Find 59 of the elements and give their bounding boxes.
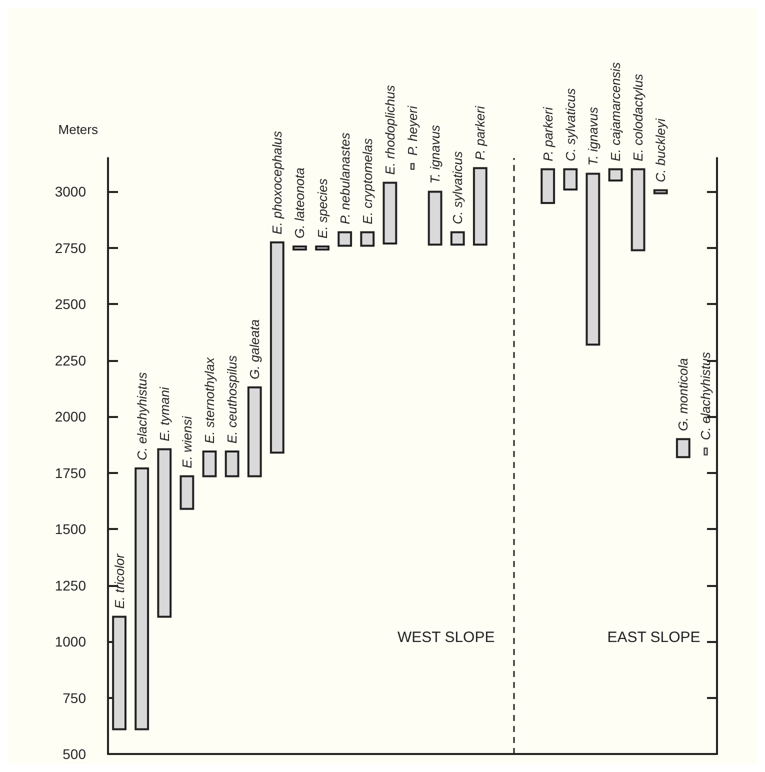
bar: [247, 386, 262, 478]
y-axis-title: Meters: [58, 122, 98, 137]
x-tick-label: P. nebulanastes: [337, 132, 352, 224]
x-tick-label: E. tymani: [156, 386, 172, 442]
x-tick-label: E. tricolor: [112, 553, 127, 609]
x-tick-label: C. sylvaticus: [450, 150, 466, 224]
y-tick-label: 3000: [54, 184, 86, 200]
x-tick-label: G. lateonota: [292, 168, 308, 238]
bar: [382, 182, 398, 244]
bar: [563, 168, 578, 190]
bar: [676, 438, 690, 458]
bar: [360, 231, 375, 247]
x-tick-label: E. phoxocephalus: [270, 130, 285, 234]
bar: [540, 168, 556, 204]
x-tick-label: E. rhodoplichus: [382, 84, 398, 175]
x-tick-label: P. parkeri: [472, 105, 488, 160]
x-tick-label: C. sylvaticus: [562, 88, 578, 162]
x-tick-label: C. buckleyi: [653, 118, 668, 182]
bar: [450, 231, 465, 246]
y-tick-label: 2500: [54, 296, 86, 312]
bar: [270, 241, 284, 454]
bar: [157, 448, 172, 618]
annotation: EAST SLOPE: [607, 629, 700, 646]
x-tick-label: G. galeata: [247, 319, 262, 380]
bar: [630, 168, 646, 252]
y-tick-label: 1500: [54, 521, 86, 538]
y-tick-label: 2000: [54, 408, 86, 425]
bar: [202, 450, 217, 478]
bar: [586, 172, 600, 346]
x-tick-label: P. parkeri: [540, 106, 556, 162]
x-tick-label: E. cajamarcensis: [608, 62, 623, 162]
y-tick-label: 1000: [54, 634, 86, 650]
x-tick-label: C. elachyhistus: [698, 351, 714, 440]
bar: [112, 616, 126, 730]
y-tick-label: 2250: [54, 352, 86, 368]
y-tick-label: 2750: [54, 240, 86, 256]
x-tick-label: G. monticola: [676, 358, 691, 432]
bar: [224, 450, 240, 478]
x-tick-label: E. cryptomelas: [360, 138, 375, 224]
x-tick-label: C. elachyhistus: [134, 372, 150, 460]
x-tick-label: E. ceuthospilus: [224, 354, 240, 444]
bar: [180, 475, 194, 510]
bar: [338, 231, 352, 247]
x-tick-label: P. heyeri: [405, 104, 420, 156]
x-tick-label: E. colodactylus: [630, 73, 646, 162]
bar: [472, 167, 488, 246]
x-tick-label: T. ignavus: [428, 124, 443, 184]
bar: [608, 168, 623, 182]
annotation: WEST SLOPE: [397, 629, 495, 646]
x-tick-label: E. species: [314, 178, 330, 238]
x-tick-label: T. ignavus: [585, 106, 600, 166]
bar: [428, 190, 442, 246]
bar: [134, 467, 150, 730]
y-tick-label: 500: [62, 746, 86, 762]
y-tick-label: 1750: [54, 464, 86, 481]
x-tick-label: E. wiensi: [179, 415, 194, 468]
y-tick-label: 750: [62, 690, 86, 706]
x-tick-label: E. sternothylax: [202, 357, 217, 444]
y-tick-label: 1250: [54, 577, 86, 594]
